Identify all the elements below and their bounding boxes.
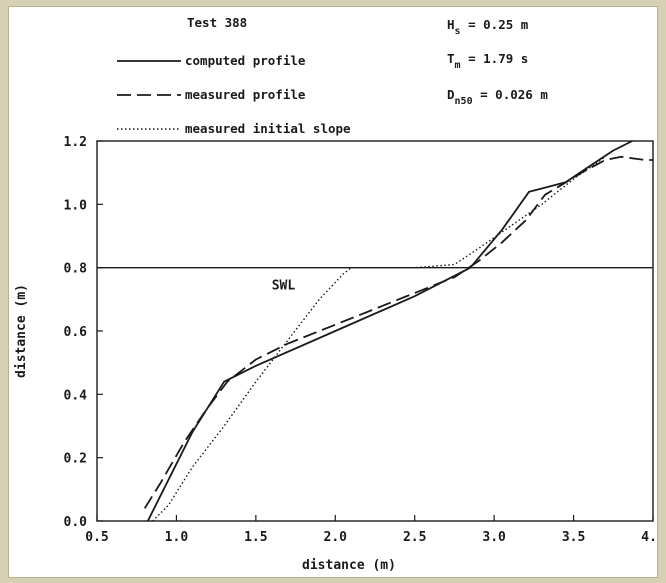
y-tick-label-2: 0.4 bbox=[64, 388, 88, 403]
y-tick-label-3: 0.6 bbox=[64, 325, 88, 340]
series-line-measured-profile bbox=[143, 155, 653, 509]
y-tick-label-6: 1.2 bbox=[64, 135, 87, 150]
legend: computed profile measured profile measur… bbox=[117, 53, 351, 136]
x-tick-label-0: 0.5 bbox=[85, 530, 108, 545]
y-tick-label-4: 0.8 bbox=[64, 262, 88, 277]
param-dn50: Dn50 = 0.026 m bbox=[447, 87, 548, 107]
legend-label-initial: measured initial slope bbox=[185, 121, 351, 136]
x-axis-label: distance (m) bbox=[302, 558, 396, 573]
legend-label-computed: computed profile bbox=[185, 53, 306, 68]
x-tick-label-1: 1.0 bbox=[165, 530, 189, 545]
plot-area bbox=[96, 140, 654, 522]
swl-label: SWL bbox=[272, 279, 296, 294]
profile-chart: Test 388 computed profile measured profi… bbox=[14, 15, 657, 573]
parameter-block: Hs = 0.25 m Tm = 1.79 s Dn50 = 0.026 m bbox=[447, 17, 548, 107]
x-tick-label-4: 2.5 bbox=[403, 530, 426, 545]
x-tick-label-3: 2.0 bbox=[324, 530, 348, 545]
x-tick-label-6: 3.5 bbox=[562, 530, 585, 545]
y-axis-label: distance (m) bbox=[14, 284, 29, 378]
figure-frame: Test 388 computed profile measured profi… bbox=[8, 6, 658, 578]
y-tick-label-5: 1.0 bbox=[64, 198, 88, 213]
legend-label-measured: measured profile bbox=[185, 87, 306, 102]
param-hs: Hs = 0.25 m bbox=[447, 17, 529, 37]
x-tick-label-2: 1.5 bbox=[244, 530, 267, 545]
x-tick-label-5: 3.0 bbox=[482, 530, 506, 545]
y-tick-label-0: 0.0 bbox=[64, 515, 88, 530]
param-tm: Tm = 1.79 s bbox=[447, 51, 528, 71]
chart-title: Test 388 bbox=[187, 15, 247, 30]
x-tick-label-7: 4.0 bbox=[641, 530, 657, 545]
series-line-computed-profile bbox=[146, 140, 633, 522]
y-tick-label-1: 0.2 bbox=[64, 452, 87, 467]
series-line-measured-initial-slope bbox=[152, 156, 606, 522]
